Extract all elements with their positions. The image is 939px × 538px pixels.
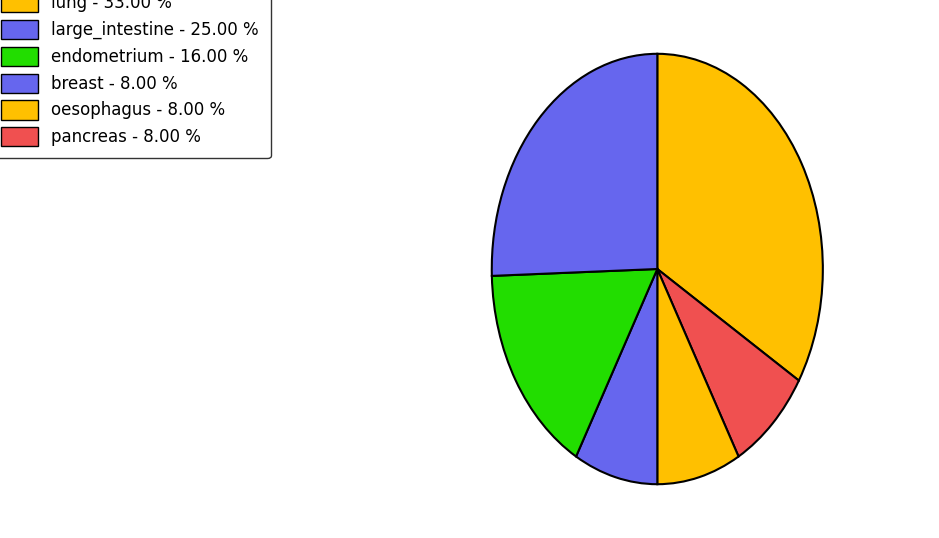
Wedge shape xyxy=(657,269,739,484)
Legend: lung - 33.00 %, large_intestine - 25.00 %, endometrium - 16.00 %, breast - 8.00 : lung - 33.00 %, large_intestine - 25.00 … xyxy=(0,0,270,158)
Wedge shape xyxy=(492,269,657,457)
Wedge shape xyxy=(657,269,799,457)
Wedge shape xyxy=(576,269,657,484)
Wedge shape xyxy=(657,54,823,380)
Wedge shape xyxy=(492,54,657,276)
